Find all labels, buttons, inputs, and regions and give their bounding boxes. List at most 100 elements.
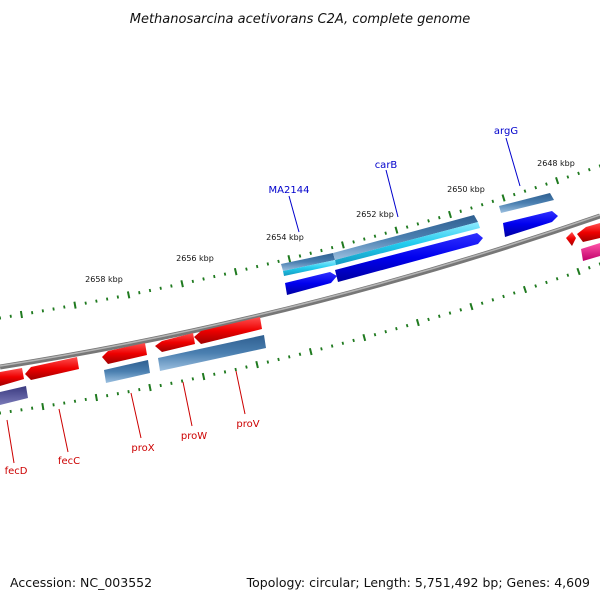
feature-steel-carb[interactable] — [333, 215, 478, 260]
upper-minor-tick — [320, 248, 323, 253]
leader-prox — [130, 392, 142, 439]
upper-minor-tick — [170, 284, 173, 288]
lower-minor-tick — [480, 301, 484, 305]
feature-purple-fecd[interactable] — [0, 386, 28, 405]
gene-label-prov[interactable]: proV — [236, 419, 259, 430]
feature-red-fecc[interactable] — [25, 357, 79, 380]
leader-ma2144 — [288, 195, 300, 233]
upper-minor-tick — [534, 185, 538, 190]
feature-magenta-right[interactable] — [581, 243, 600, 261]
lower-minor-tick — [213, 372, 216, 376]
feature-steel-ma2144[interactable] — [281, 253, 335, 271]
feature-red-right-small[interactable] — [566, 232, 576, 246]
feature-red-prow[interactable] — [155, 333, 195, 352]
lower-major-tick — [41, 402, 45, 411]
feature-red-prov[interactable] — [194, 317, 262, 344]
feature-blue-carb[interactable] — [335, 233, 483, 282]
upper-minor-tick — [566, 175, 570, 179]
feature-steel-prow-prov[interactable] — [158, 335, 266, 371]
genome-summary-text: Topology: circular; Length: 5,751,492 bp… — [246, 575, 590, 590]
upper-minor-tick — [491, 199, 495, 204]
upper-minor-tick — [106, 297, 109, 301]
feature-red-right[interactable] — [577, 223, 600, 242]
gene-label-prox[interactable]: proX — [131, 443, 154, 454]
upper-minor-tick — [480, 203, 484, 207]
lower-minor-tick — [352, 338, 355, 343]
upper-major-tick — [180, 280, 184, 288]
upper-major-tick — [394, 226, 399, 234]
label-leaders — [6, 137, 521, 464]
gene-label-carb[interactable]: carB — [375, 160, 398, 171]
lower-minor-tick — [277, 357, 280, 362]
lower-minor-tick — [405, 323, 409, 328]
upper-minor-tick — [309, 251, 312, 255]
gene-label-fecc[interactable]: fecC — [58, 456, 80, 467]
lower-major-tick — [415, 318, 420, 327]
upper-minor-tick — [459, 209, 462, 213]
lower-minor-tick — [502, 294, 505, 299]
lower-minor-tick — [138, 388, 141, 392]
upper-minor-tick — [159, 286, 162, 290]
upper-minor-tick — [266, 262, 270, 266]
lower-minor-tick — [566, 273, 570, 277]
lower-minor-tick — [223, 370, 227, 374]
lower-minor-tick — [106, 394, 109, 398]
lower-minor-tick — [180, 379, 184, 383]
feature-cyan-carb[interactable] — [335, 222, 480, 265]
upper-minor-tick — [330, 245, 334, 250]
upper-minor-tick — [41, 309, 44, 313]
feature-steel-argg[interactable] — [499, 193, 554, 213]
feature-steel-prox[interactable] — [104, 360, 150, 383]
lower-minor-tick — [63, 401, 66, 405]
upper-minor-tick — [9, 314, 12, 318]
feature-cyan-ma2144[interactable] — [283, 260, 336, 276]
genome-title: Methanosarcina acetivorans C2A, complete… — [130, 12, 471, 27]
upper-major-tick — [19, 310, 23, 319]
upper-minor-tick — [223, 272, 227, 276]
upper-major-tick — [555, 176, 560, 185]
lower-major-tick — [522, 285, 528, 294]
gene-label-prow[interactable]: proW — [181, 431, 207, 442]
lower-minor-tick — [395, 326, 398, 331]
upper-minor-tick — [373, 234, 377, 238]
feature-blue-ma2144[interactable] — [285, 272, 337, 295]
lower-minor-tick — [116, 392, 119, 396]
upper-minor-tick — [84, 301, 87, 305]
lower-major-tick — [308, 347, 313, 356]
upper-minor-tick — [577, 171, 580, 176]
lower-minor-tick — [427, 317, 430, 322]
tick-labels: 2658 kbp 2656 kbp 2654 kbp 2652 kbp 2650… — [85, 159, 575, 284]
lower-minor-tick — [534, 284, 538, 288]
lower-minor-tick — [84, 397, 87, 402]
upper-minor-tick — [148, 288, 152, 293]
upper-major-tick — [287, 255, 292, 263]
upper-minor-tick — [438, 216, 441, 220]
upper-minor-tick — [52, 307, 55, 311]
leader-prov — [235, 370, 246, 415]
upper-minor-tick — [116, 295, 119, 299]
lower-minor-tick — [438, 314, 441, 318]
lower-minor-tick — [234, 367, 237, 372]
upper-major-tick — [448, 210, 452, 219]
lower-minor-tick — [31, 406, 34, 410]
tick-label-2650: 2650 kbp — [447, 185, 485, 194]
upper-minor-tick — [427, 219, 430, 223]
leader-carb — [385, 169, 399, 218]
lower-major-tick — [94, 393, 98, 402]
feature-blue-argg[interactable] — [503, 211, 558, 237]
lower-major-tick — [362, 333, 367, 342]
gene-label-fecd[interactable]: fecD — [5, 466, 28, 477]
upper-minor-tick — [352, 240, 355, 244]
upper-minor-tick — [363, 237, 366, 241]
gene-label-argg[interactable]: argG — [494, 126, 518, 137]
lower-minor-tick — [127, 390, 130, 394]
feature-red-fecd[interactable] — [0, 368, 24, 386]
gene-label-ma2144[interactable]: MA2144 — [269, 185, 310, 196]
lower-minor-tick — [491, 298, 495, 302]
lower-major-tick — [255, 360, 259, 369]
lower-minor-tick — [52, 403, 55, 407]
reverse-features — [0, 317, 266, 405]
lower-major-tick — [148, 383, 152, 392]
feature-red-prox[interactable] — [102, 343, 147, 364]
